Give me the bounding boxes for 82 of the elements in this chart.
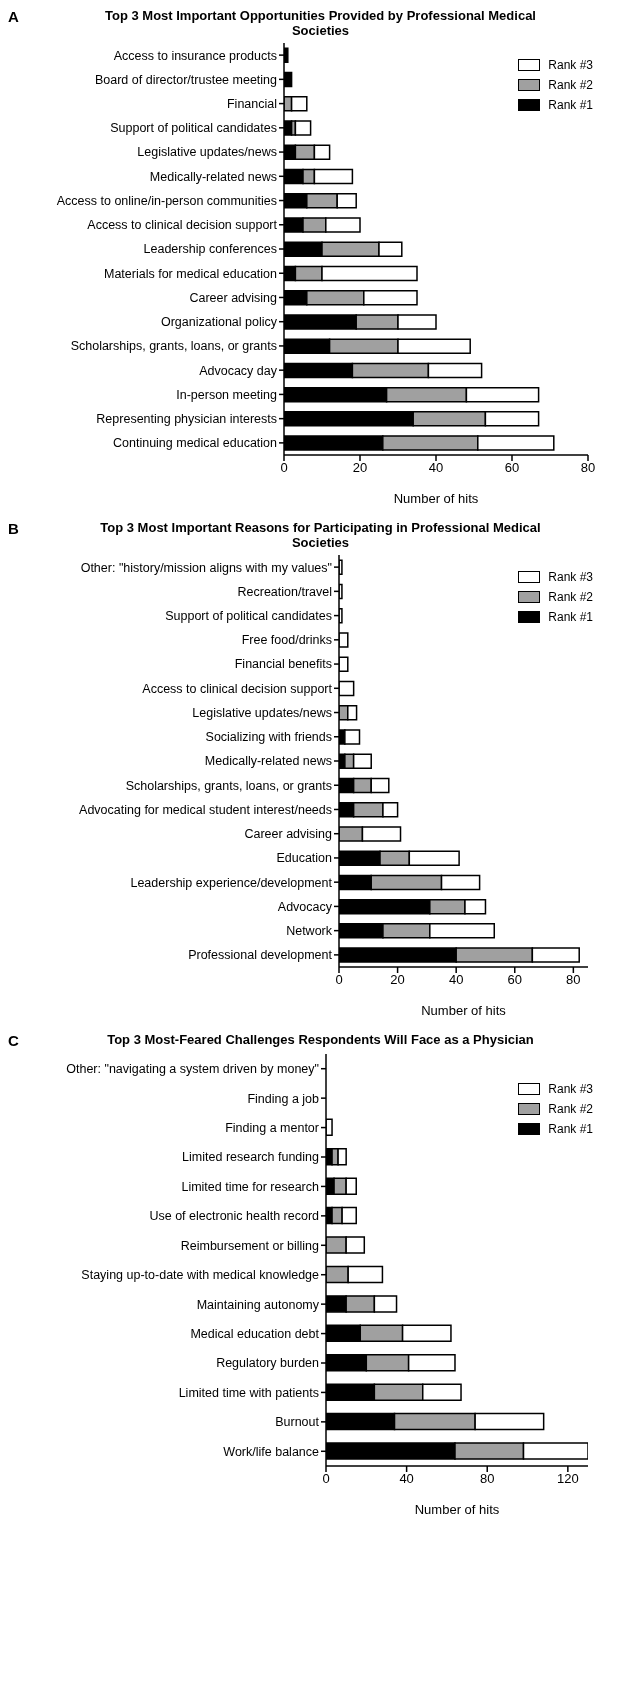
y-tick-label: Scholarships, grants, loans, or grants xyxy=(125,778,332,793)
x-tick-label: 0 xyxy=(280,460,288,476)
text: B xyxy=(8,520,19,537)
text: A xyxy=(8,8,19,25)
x-tick-label: 40 xyxy=(399,1471,414,1487)
legend-label: Rank #3 xyxy=(548,570,593,584)
y-tick-label: Leadership conferences xyxy=(143,242,277,257)
y-tick-label: Medically-related news xyxy=(149,169,277,184)
y-tick-label: Career advising xyxy=(189,290,278,305)
y-tick-label: Burnout xyxy=(275,1415,320,1430)
y-tick-label: Free food/drinks xyxy=(241,633,332,648)
legend-label: Rank #1 xyxy=(548,1122,593,1136)
x-tick-label: 40 xyxy=(428,460,444,476)
y-tick-label: Continuing medical education xyxy=(113,436,278,451)
y-tick-label: Socializing with friends xyxy=(205,730,332,745)
y-tick-label: Reimbursement or billing xyxy=(180,1238,320,1253)
x-axis-title: Number of hits xyxy=(393,491,479,506)
y-tick-label: Recreation/travel xyxy=(237,584,332,599)
y-tick-label: Maintaining autonomy xyxy=(196,1297,320,1312)
legend-label: Rank #1 xyxy=(548,610,593,624)
y-tick-label: Professional development xyxy=(188,948,333,963)
y-tick-label: Materials for medical education xyxy=(104,266,278,281)
y-tick-label: Career advising xyxy=(244,827,333,842)
legend-label: Rank #2 xyxy=(548,78,593,92)
y-tick-label: Advocacy xyxy=(277,899,333,914)
bar xyxy=(344,729,361,745)
x-tick-label: 80 xyxy=(580,460,596,476)
x-tick-label: 60 xyxy=(504,460,520,476)
x-tick-label: 80 xyxy=(480,1471,495,1487)
x-tick-label: 60 xyxy=(507,972,522,988)
y-tick-label: Access to insurance products xyxy=(113,48,277,63)
x-tick-label: 120 xyxy=(556,1471,579,1487)
y-tick-label: Other: "navigating a system driven by money" xyxy=(66,1062,319,1077)
x-tick-label: 0 xyxy=(335,972,343,988)
x-tick-label: 0 xyxy=(322,1471,330,1487)
legend-label: Rank #1 xyxy=(548,98,593,112)
chart-title: Top 3 Most-Feared Challenges Respondents Will Face as a Physician xyxy=(106,1032,535,1047)
legend-label: Rank #2 xyxy=(548,590,593,604)
x-axis-title: Number of hits xyxy=(414,1502,500,1517)
x-tick-label: 40 xyxy=(448,972,464,988)
x-tick-label: 80 xyxy=(566,972,581,988)
y-tick-label: Representing physician interests xyxy=(96,412,277,427)
chart-title: Top 3 Most Important Opportunities Provided by Professional Medical Societies xyxy=(104,8,537,38)
y-tick-label: Finding a mentor xyxy=(225,1121,319,1136)
x-axis-title: Number of hits xyxy=(421,1003,507,1018)
y-tick-label: Legislative updates/news xyxy=(137,145,277,160)
legend-label: Rank #3 xyxy=(548,1082,593,1096)
y-tick-label: Organizational policy xyxy=(160,315,278,330)
y-tick-label: Education xyxy=(276,851,333,866)
y-tick-label: Regulatory burden xyxy=(216,1356,320,1371)
y-tick-label: Work/life balance xyxy=(223,1444,320,1459)
x-tick-label: 20 xyxy=(390,972,405,988)
y-tick-label: Access to clinical decision support xyxy=(87,218,278,233)
y-tick-label: Access to online/in-person communities xyxy=(56,193,277,208)
y-tick-label: Advocacy day xyxy=(199,363,278,378)
y-tick-label: Leadership experience/development xyxy=(130,875,333,890)
chart-title: Top 3 Most Important Reasons for Participating in Professional Medical Societies xyxy=(99,520,542,550)
y-tick-label: Staying up-to-date with medical knowledge xyxy=(81,1268,320,1283)
y-tick-label: Legislative updates/news xyxy=(192,705,332,720)
legend-label: Rank #3 xyxy=(548,58,593,72)
y-tick-label: Other: "history/mission aligns with my values" xyxy=(80,560,332,575)
y-tick-label: Support of political candidates xyxy=(165,609,332,624)
y-tick-label: Advocating for medical student interest/needs xyxy=(79,802,332,817)
y-tick-label: Limited time for research xyxy=(181,1179,320,1194)
y-tick-label: Finding a job xyxy=(247,1091,320,1106)
bar xyxy=(294,120,312,136)
x-tick-label: 20 xyxy=(352,460,368,476)
y-tick-label: Access to clinical decision support xyxy=(142,681,333,696)
y-tick-label: Scholarships, grants, loans, or grants xyxy=(70,339,277,354)
y-tick-label: In-person meeting xyxy=(176,387,278,402)
y-tick-label: Medical education debt xyxy=(190,1327,320,1342)
text: C xyxy=(8,1032,19,1049)
y-tick-label: Use of electronic health record xyxy=(149,1209,320,1224)
y-tick-label: Support of political candidates xyxy=(110,121,277,136)
legend-label: Rank #2 xyxy=(548,1102,593,1116)
y-tick-label: Medically-related news xyxy=(204,754,332,769)
y-tick-label: Financial xyxy=(226,97,277,112)
y-tick-label: Limited time with patients xyxy=(178,1385,319,1400)
y-tick-label: Limited research funding xyxy=(182,1150,320,1165)
y-tick-label: Board of director/trustee meeting xyxy=(94,72,278,87)
y-tick-label: Network xyxy=(286,924,333,939)
y-tick-label: Financial benefits xyxy=(234,657,332,672)
